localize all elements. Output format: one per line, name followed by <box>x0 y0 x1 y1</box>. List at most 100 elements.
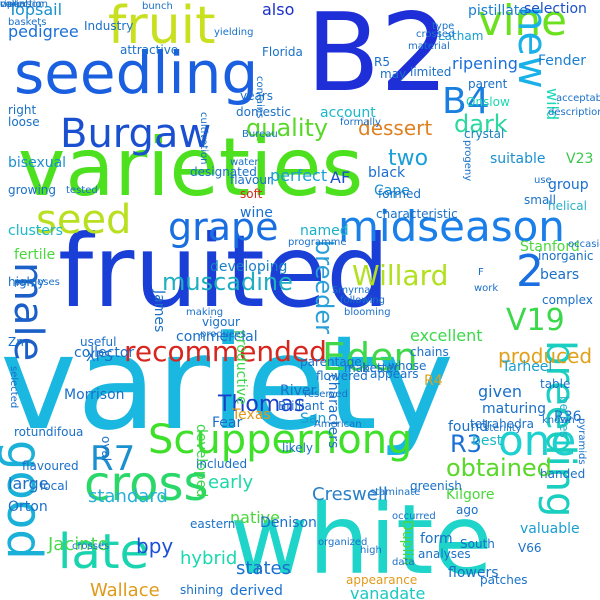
cloud-word: variation <box>0 0 45 10</box>
cloud-word: chains <box>410 345 449 359</box>
cloud-word: baskets <box>8 17 47 28</box>
cloud-word: recommended <box>124 335 327 368</box>
cloud-word: occasionally <box>568 239 600 250</box>
cloud-word: bunch <box>142 1 173 12</box>
cloud-word: San <box>300 411 327 427</box>
cloud-word: 2 <box>516 246 544 297</box>
cloud-word: B4 <box>442 81 490 122</box>
cloud-word: Kilgore <box>446 487 495 503</box>
cloud-word: makes <box>344 361 384 375</box>
cloud-word: varieties <box>18 121 364 214</box>
cloud-word: inorganic <box>538 249 594 263</box>
cloud-word: limited <box>410 65 452 79</box>
cloud-word: Denison <box>260 515 317 531</box>
cloud-word: designated <box>190 165 257 179</box>
cloud-word: small <box>524 193 556 207</box>
cloud-word: grape <box>168 205 279 249</box>
cloud-word: selection <box>524 1 587 17</box>
cloud-word: quality <box>246 114 329 142</box>
cloud-word: parentage <box>300 355 362 369</box>
cloud-word: Bureau <box>242 129 278 140</box>
cloud-word: characters <box>325 374 341 449</box>
cloud-word: local <box>40 479 68 493</box>
cloud-word: productive <box>233 330 249 405</box>
cloud-word: formally <box>340 117 381 128</box>
cloud-word: blooming <box>344 307 391 318</box>
cloud-word: American <box>314 419 362 430</box>
cloud-word: contains <box>254 76 265 119</box>
cloud-word: two <box>388 146 429 171</box>
cloud-word: muscadine <box>162 268 293 296</box>
cloud-word: dark <box>454 110 508 138</box>
cloud-word: Onslow <box>466 95 510 109</box>
cloud-word: Latham <box>438 29 484 43</box>
cloud-word: pyramids <box>576 418 587 465</box>
cloud-word: patches <box>480 573 528 587</box>
cloud-word: River <box>280 383 317 399</box>
cloud-word: Scuppernong <box>148 417 413 463</box>
cloud-word: highly <box>8 275 45 289</box>
cloud-word: growing <box>8 183 56 197</box>
cloud-word: given <box>478 382 523 401</box>
cloud-word: dessert <box>358 116 433 140</box>
cloud-word: one <box>498 416 577 465</box>
cloud-word: Orton <box>8 499 48 515</box>
cloud-word: bisexual <box>8 155 67 171</box>
cloud-word: Cape <box>374 183 410 199</box>
cloud-word: Thomas <box>218 392 306 417</box>
cloud-word: R4 <box>424 373 443 389</box>
cloud-word: vine <box>478 0 567 45</box>
cloud-word: Florida <box>262 45 303 59</box>
cloud-word: early <box>208 472 254 493</box>
cloud-word: R7 <box>90 439 136 479</box>
cloud-word: organized <box>318 537 368 548</box>
cloud-word: fruit <box>108 0 216 56</box>
cloud-word: V23 <box>566 151 594 167</box>
cloud-word: handed <box>540 467 586 481</box>
cloud-word: group <box>548 177 589 193</box>
cloud-word: wine <box>240 205 273 221</box>
cloud-word: data <box>392 557 415 568</box>
cloud-word: Texas <box>232 407 271 423</box>
cloud-word: helical <box>548 199 587 213</box>
cloud-word: flowered <box>316 369 368 383</box>
cloud-word: ago <box>456 503 479 517</box>
cloud-word: eastern <box>190 517 236 531</box>
cloud-word: appears <box>370 367 419 381</box>
cloud-word: following <box>340 295 385 306</box>
cloud-word: likely <box>282 441 314 455</box>
cloud-word: Fear <box>212 415 243 431</box>
cloud-word: F <box>478 267 484 278</box>
cloud-word: seedling <box>14 39 259 107</box>
cloud-word: loose <box>8 115 40 129</box>
cloud-word: rotundifoua <box>14 425 84 439</box>
cloud-word: Creswell <box>312 484 388 505</box>
cloud-word: fertile <box>14 247 56 263</box>
cloud-word: variety <box>0 307 455 459</box>
cloud-word: Industry <box>84 19 134 33</box>
cloud-word: midseason <box>338 202 565 251</box>
cloud-word: states <box>236 558 291 579</box>
cloud-word: flavoured <box>22 459 79 473</box>
cloud-word: perfect <box>270 166 328 185</box>
cloud-word: vanadate <box>350 584 426 600</box>
cloud-word: analyses <box>418 547 471 561</box>
cloud-word: purposes <box>14 277 60 288</box>
cloud-word: clusters <box>8 223 63 239</box>
cloud-word: B <box>256 565 263 576</box>
cloud-word: maturing <box>482 401 546 417</box>
cloud-word: large <box>8 474 49 493</box>
cloud-word: greenish <box>410 479 462 493</box>
cloud-word: parent <box>468 77 508 91</box>
cloud-word: making <box>186 307 224 318</box>
cloud-word: Eden <box>322 335 418 379</box>
cloud-word: James <box>151 290 167 333</box>
cloud-word: staminate <box>370 487 421 498</box>
cloud-word: obtained <box>446 454 552 482</box>
cloud-word: XPS <box>86 349 113 365</box>
cloud-word: form <box>420 531 453 547</box>
cloud-word: suitable <box>490 151 546 167</box>
cloud-word: R5 <box>374 55 390 69</box>
cloud-word: excellent <box>410 326 483 345</box>
cloud-word: developing <box>210 259 288 275</box>
